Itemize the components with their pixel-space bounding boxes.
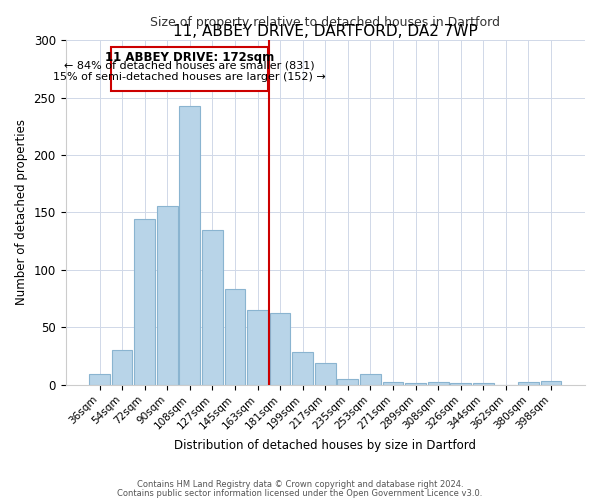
Text: Contains HM Land Registry data © Crown copyright and database right 2024.: Contains HM Land Registry data © Crown c… [137, 480, 463, 489]
Bar [360, 374, 381, 384]
Bar [247, 310, 268, 384]
Text: 15% of semi-detached houses are larger (152) →: 15% of semi-detached houses are larger (… [53, 72, 326, 83]
Bar [292, 352, 313, 384]
Bar [134, 220, 155, 384]
FancyBboxPatch shape [111, 47, 268, 91]
Bar [157, 206, 178, 384]
X-axis label: Distribution of detached houses by size in Dartford: Distribution of detached houses by size … [174, 440, 476, 452]
Bar [224, 290, 245, 384]
Bar [428, 382, 449, 384]
Title: 11, ABBEY DRIVE, DARTFORD, DA2 7WP: 11, ABBEY DRIVE, DARTFORD, DA2 7WP [173, 24, 478, 39]
Bar [179, 106, 200, 384]
Bar [270, 314, 290, 384]
Text: 11 ABBEY DRIVE: 172sqm: 11 ABBEY DRIVE: 172sqm [105, 50, 274, 64]
Bar [89, 374, 110, 384]
Bar [518, 382, 539, 384]
Bar [383, 382, 403, 384]
Bar [541, 381, 562, 384]
Y-axis label: Number of detached properties: Number of detached properties [15, 120, 28, 306]
Text: ← 84% of detached houses are smaller (831): ← 84% of detached houses are smaller (83… [64, 61, 315, 71]
Bar [337, 379, 358, 384]
Bar [112, 350, 133, 384]
Text: Contains public sector information licensed under the Open Government Licence v3: Contains public sector information licen… [118, 488, 482, 498]
Bar [202, 230, 223, 384]
Bar [315, 363, 335, 384]
Text: Size of property relative to detached houses in Dartford: Size of property relative to detached ho… [150, 16, 500, 30]
